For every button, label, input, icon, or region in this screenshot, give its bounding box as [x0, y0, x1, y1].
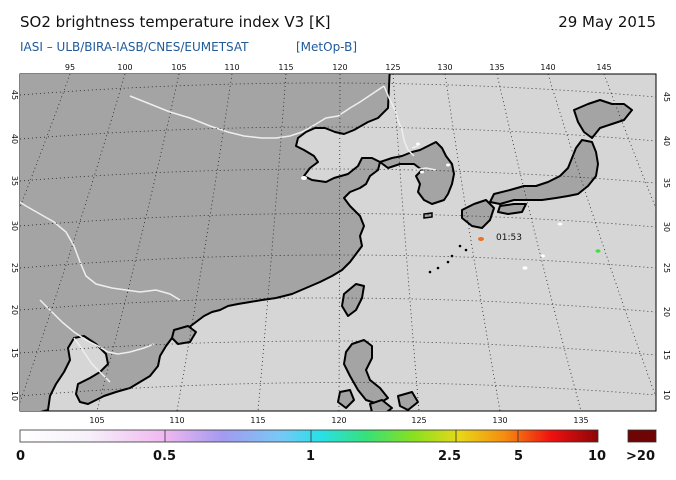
mainland-asia: [20, 74, 391, 411]
meridian-line: [444, 74, 501, 411]
top-lon-tick-label: 125: [385, 63, 400, 72]
bottom-lon-tick-label: 125: [411, 416, 426, 425]
meridian-line: [176, 74, 233, 411]
meridian-line: [338, 74, 341, 411]
top-lon-tick-label: 140: [540, 63, 555, 72]
colorbar-label-10: 10: [588, 449, 607, 464]
right-lat-tick-label: 35: [662, 178, 671, 188]
colorbar-label-5: 5: [514, 449, 524, 464]
colorbar-label-0: 0: [16, 449, 26, 464]
taiwan: [341, 283, 365, 317]
meridian-line: [392, 74, 420, 411]
luzon: [343, 339, 389, 405]
left-lat-tick-label: 20: [10, 305, 19, 315]
honshu: [489, 139, 599, 205]
shikoku: [497, 203, 527, 215]
hokkaido: [573, 99, 633, 139]
meridian-line: [96, 74, 180, 411]
right-lat-tick-label: 20: [662, 307, 671, 317]
instrument-credit: IASI – ULB/BIRA-IASB/CNES/EUMETSAT: [20, 40, 249, 54]
political-borders: [20, 85, 437, 383]
top-lon-tick-label: 95: [65, 63, 75, 72]
right-lat-tick-label: 45: [662, 92, 671, 102]
colorbar: [19, 429, 599, 443]
top-lon-tick-label: 120: [332, 63, 347, 72]
left-lat-tick-label: 25: [10, 263, 19, 273]
overpass-time: 01:53: [496, 233, 522, 243]
philippine-islands: [337, 389, 419, 411]
left-lat-tick-label: 15: [10, 348, 19, 358]
jeju-island: [423, 212, 433, 219]
top-lon-tick-label: 145: [596, 63, 611, 72]
bottom-lon-tick-label: 110: [169, 416, 184, 425]
bottom-lon-tick-label: 105: [89, 416, 104, 425]
kyushu: [461, 199, 495, 229]
meridian-line: [257, 74, 287, 411]
right-lat-tick-label: 25: [662, 263, 671, 273]
meridian-line: [496, 74, 582, 411]
bottom-lon-tick-label: 135: [573, 416, 588, 425]
so2-detection-green: [595, 249, 601, 253]
right-lat-tick-label: 10: [662, 390, 671, 400]
ryukyu-islands: [428, 244, 468, 274]
bottom-lon-tick-label: 120: [331, 416, 346, 425]
colorbar-label-1: 1: [306, 449, 316, 464]
satellite-name: [MetOp-B]: [296, 40, 358, 54]
top-lon-tick-label: 115: [278, 63, 293, 72]
bottom-lon-tick-label: 115: [250, 416, 265, 425]
colorbar-label-gt20: >20: [626, 449, 655, 464]
colorbar-label-2-5: 2.5: [438, 449, 462, 464]
white-patches: [301, 142, 563, 270]
colorbar-label-0-5: 0.5: [153, 449, 177, 464]
right-lat-tick-label: 30: [662, 222, 671, 232]
left-lat-tick-label: 35: [10, 176, 19, 186]
colorbar-ticks: [164, 430, 519, 442]
map-date: 29 May 2015: [558, 13, 656, 31]
map-title: SO2 brightness temperature index V3 [K]: [20, 13, 331, 31]
so2-detection-orange: [478, 237, 484, 241]
top-lon-tick-label: 100: [117, 63, 132, 72]
top-lon-tick-label: 110: [224, 63, 239, 72]
right-lat-tick-label: 40: [662, 136, 671, 146]
hainan: [171, 325, 197, 345]
left-lat-tick-label: 40: [10, 134, 19, 144]
left-lat-tick-label: 45: [10, 90, 19, 100]
left-lat-tick-label: 10: [10, 391, 19, 401]
right-lat-tick-label: 15: [662, 350, 671, 360]
top-lon-tick-label: 130: [437, 63, 452, 72]
left-lat-tick-label: 30: [10, 221, 19, 231]
graticule: [20, 74, 656, 411]
bottom-lon-tick-label: 130: [492, 416, 507, 425]
top-lon-tick-label: 135: [489, 63, 504, 72]
top-lon-tick-label: 105: [171, 63, 186, 72]
colorbar-overflow: [627, 429, 657, 443]
